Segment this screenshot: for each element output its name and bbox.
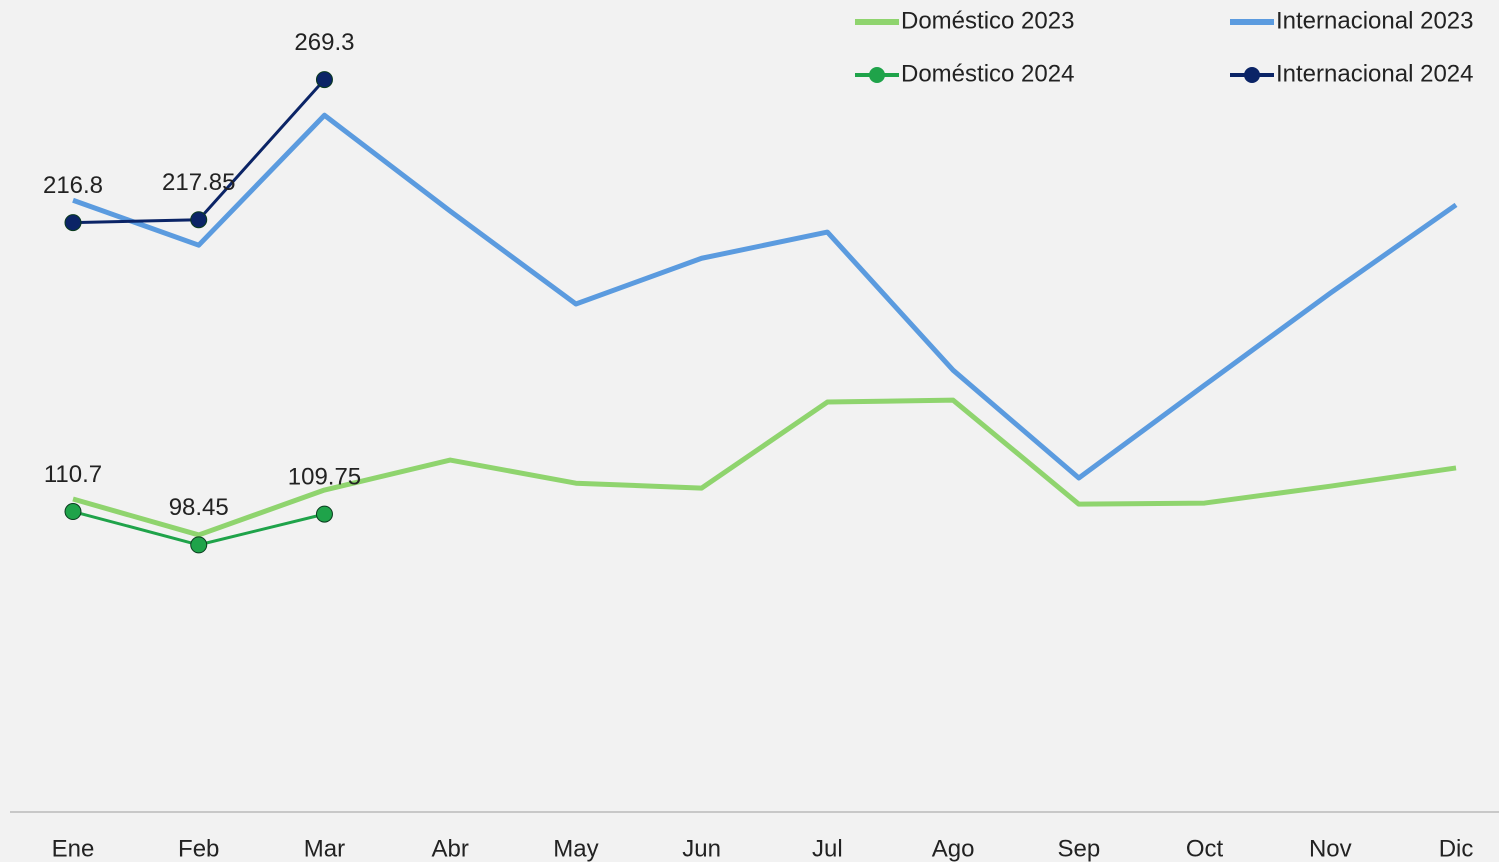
point-marker [190,211,208,229]
legend-item: Doméstico 2023 [855,7,1074,34]
x-tick-label: Nov [1309,835,1352,862]
x-tick-label: Feb [178,835,219,862]
legend-label: Doméstico 2023 [901,7,1074,34]
data-label: 269.3 [294,29,354,56]
data-label: 216.8 [43,172,103,199]
x-tick-label: Dic [1439,835,1474,862]
legend-marker [869,67,885,83]
x-tick-label: Sep [1057,835,1100,862]
series-line [72,112,1458,481]
point-marker [64,503,82,521]
point-marker [315,71,333,89]
legend-item: Doméstico 2024 [855,60,1074,87]
point-marker [64,214,82,232]
data-label: 109.75 [288,463,361,490]
legend-item: Internacional 2024 [1230,60,1473,87]
series-line [72,397,1457,538]
x-tick-label: May [553,835,598,862]
x-tick-label: Abr [432,835,469,862]
legend-marker [1244,67,1260,83]
legend-label: Internacional 2024 [1276,60,1473,87]
data-label: 217.85 [162,169,235,196]
x-tick-label: Jul [812,835,843,862]
x-tick-label: Ago [932,835,975,862]
legend-label: Internacional 2023 [1276,7,1473,34]
data-label: 110.7 [44,461,102,488]
data-label: 98.45 [169,494,229,521]
x-tick-label: Oct [1186,835,1224,862]
legend-item: Internacional 2023 [1230,7,1473,34]
point-marker [190,536,208,554]
point-marker [315,505,333,523]
x-tick-label: Ene [52,835,95,862]
legend-label: Doméstico 2024 [901,60,1074,87]
x-tick-label: Mar [304,835,345,862]
x-tick-label: Jun [682,835,721,862]
